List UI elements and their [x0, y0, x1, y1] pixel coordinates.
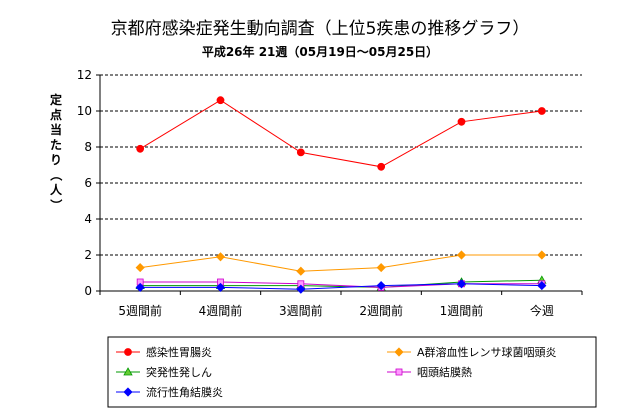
series-line — [139, 99, 542, 168]
series-group — [135, 96, 547, 294]
legend-item: A群溶血性レンサ球菌咽頭炎 — [387, 345, 557, 359]
data-point — [456, 250, 467, 260]
legend-marker — [123, 367, 133, 376]
y-axis-label-char: 定 — [50, 92, 62, 107]
gridlines — [96, 74, 583, 295]
legend-label: 咽頭結膜熱 — [417, 365, 472, 379]
x-tick-label: 2週間前 — [359, 303, 403, 318]
y-tick-label: 10 — [77, 104, 92, 118]
legend-marker — [124, 348, 132, 356]
data-point — [377, 162, 386, 171]
data-point — [215, 252, 226, 262]
y-axis-label-char: た — [50, 138, 62, 152]
series-2 — [135, 250, 547, 276]
y-tick-label: 0 — [84, 284, 92, 298]
data-point — [296, 284, 306, 294]
y-axis-label-char: 人 — [50, 182, 63, 197]
y-axis-label-char: 当 — [50, 122, 62, 137]
chart-title: 京都府感染症発生動向調査（上位5疾患の推移グラフ） — [111, 19, 530, 39]
data-point — [296, 266, 306, 276]
legend-box — [107, 336, 597, 408]
y-tick-label: 8 — [84, 140, 92, 154]
legend-label: A群溶血性レンサ球菌咽頭炎 — [417, 345, 557, 359]
legend-marker — [395, 368, 403, 376]
x-tick-label: 3週間前 — [279, 303, 323, 318]
legend-marker — [123, 387, 133, 397]
series-line — [140, 279, 542, 288]
series-1 — [136, 96, 546, 171]
legend-item: 咽頭結膜熱 — [387, 365, 472, 379]
x-tick-label: 1週間前 — [440, 303, 484, 318]
data-point — [296, 148, 305, 157]
x-axis-ticks: 5週間前 4週間前 3週間前 2週間前 1週間前 今週 — [118, 303, 553, 318]
y-axis-label-char: ） — [49, 199, 64, 211]
y-axis-ticks: 0 2 4 6 8 10 12 — [77, 68, 92, 298]
data-point — [537, 107, 546, 115]
data-point — [135, 263, 145, 273]
series-line — [140, 283, 542, 290]
y-tick-label: 6 — [84, 176, 92, 190]
series-line — [140, 254, 542, 272]
legend-label: 流行性角結膜炎 — [146, 385, 223, 399]
data-point — [376, 281, 386, 291]
legend-item: 感染性胃腸炎 — [116, 345, 212, 359]
data-point — [215, 282, 226, 292]
series-5 — [135, 279, 547, 294]
y-axis-label-char: 点 — [50, 107, 62, 122]
legend-item: 突発性発しん — [116, 365, 212, 379]
data-point — [376, 263, 386, 273]
legend-item: 流行性角結膜炎 — [116, 385, 223, 399]
data-point — [537, 281, 547, 291]
legend-marker — [394, 347, 404, 357]
data-point — [457, 117, 466, 126]
y-axis-label-char: り — [50, 153, 62, 167]
x-tick-label: 4週間前 — [199, 303, 243, 318]
data-point — [136, 144, 145, 153]
legend-label: 感染性胃腸炎 — [146, 345, 212, 359]
legend-label: 突発性発しん — [146, 365, 212, 379]
data-point — [216, 96, 225, 105]
data-point — [537, 250, 547, 260]
data-point — [135, 282, 145, 292]
y-axis-label-char: （ — [49, 169, 64, 181]
data-point — [456, 279, 467, 289]
chart-subtitle: 平成26年 21週（05月19日〜05月25日） — [202, 44, 438, 59]
y-tick-label: 2 — [84, 248, 92, 262]
x-tick-label: 今週 — [530, 303, 554, 318]
y-tick-label: 12 — [77, 68, 92, 82]
x-tick-label: 5週間前 — [118, 303, 162, 318]
y-tick-label: 4 — [84, 212, 92, 226]
